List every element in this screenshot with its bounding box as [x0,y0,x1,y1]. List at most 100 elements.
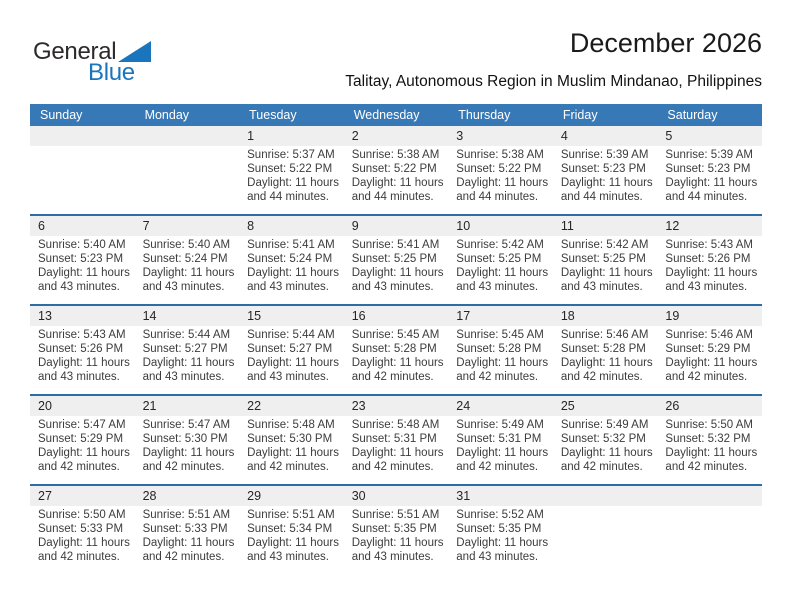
sunrise-text: Sunrise: 5:47 AM [142,419,231,431]
daylight-text: Daylight: 11 hours [351,357,444,369]
weekday-header-row: Sunday Monday Tuesday Wednesday Thursday Frid… [30,104,762,126]
daylight-text: Daylight: 11 hours [247,447,339,459]
daylight-text-cont: and 43 minutes. [247,551,329,563]
sunrise-text: Sunrise: 5:43 AM [665,239,753,251]
daylight-text-cont: and 42 minutes. [38,551,120,563]
sunrise-text: Sunrise: 5:46 AM [665,329,753,341]
page-header: General Blue December 2026 Talitay, Auto… [30,28,762,91]
sunset-text: Sunset: 5:25 PM [351,253,437,265]
daylight-text: Daylight: 11 hours [560,447,653,459]
weekday-header-tuesday: Tuesday [249,108,297,122]
day-number: 10 [456,219,471,233]
daylight-text-cont: and 42 minutes. [456,461,539,473]
day-number: 11 [560,219,574,233]
sunset-text: Sunset: 5:32 PM [665,433,751,445]
calendar-day-cell: Sunrise: 5:51 AM Sunset: 5:33 PM Daylight:… [135,506,240,574]
sunrise-text: Sunrise: 5:37 AM [247,149,335,161]
day-number: 5 [665,129,673,143]
sunset-text: Sunset: 5:25 PM [560,253,646,265]
sunrise-text: Sunrise: 5:39 AM [560,149,649,161]
day-number: 26 [665,399,680,413]
day-number: 16 [351,309,366,323]
day-number-stripe: 6 7 8 9 10 11 12 [30,216,762,236]
calendar-day-cell: Sunrise: 5:42 AM Sunset: 5:25 PM Daylight:… [448,236,553,304]
day-number-stripe: 20 21 22 23 24 25 26 [30,396,762,416]
calendar-day-cell: Sunrise: 5:50 AM Sunset: 5:32 PM Daylight:… [657,416,762,484]
daylight-text-cont: and 43 minutes. [247,281,329,293]
day-number: 12 [665,219,680,233]
day-number-stripe: 27 28 29 30 31 [30,486,762,506]
daylight-text: Daylight: 11 hours [142,267,235,279]
sunrise-text: Sunrise: 5:50 AM [665,419,753,431]
sunrise-text: Sunrise: 5:45 AM [456,329,544,341]
daylight-text: Daylight: 11 hours [142,447,235,459]
weekday-header-saturday: Saturday [667,108,718,122]
day-number: 18 [560,309,575,323]
sunset-text: Sunset: 5:32 PM [560,433,646,445]
sunset-text: Sunset: 5:24 PM [247,253,333,265]
day-number: 21 [142,399,157,413]
day-number: 2 [351,129,359,143]
daylight-text: Daylight: 11 hours [665,267,758,279]
calendar-day-cell: Sunrise: 5:43 AM Sunset: 5:26 PM Daylight:… [657,236,762,304]
day-number: 9 [351,219,359,233]
daylight-text: Daylight: 11 hours [665,357,758,369]
calendar-day-cell: Sunrise: 5:38 AM Sunset: 5:22 PM Daylight:… [448,146,553,214]
sunrise-text: Sunrise: 5:52 AM [456,509,544,521]
sunrise-text: Sunrise: 5:41 AM [351,239,440,251]
calendar-day-cell: Sunrise: 5:39 AM Sunset: 5:23 PM Daylight:… [553,146,658,214]
sunrise-text: Sunrise: 5:47 AM [38,419,126,431]
day-number: 6 [38,219,45,233]
weekday-header-monday: Monday [144,108,190,122]
calendar-day-cell: Sunrise: 5:47 AM Sunset: 5:30 PM Daylight:… [135,416,240,484]
calendar-day-cell: Sunrise: 5:49 AM Sunset: 5:31 PM Daylight:… [448,416,553,484]
daylight-text: Daylight: 11 hours [456,357,549,369]
calendar-day-cell: Sunrise: 5:51 AM Sunset: 5:34 PM Daylight:… [239,506,344,574]
calendar-day-cell: Sunrise: 5:40 AM Sunset: 5:23 PM Daylight:… [30,236,135,304]
daylight-text: Daylight: 11 hours [38,537,130,549]
day-number: 3 [456,129,464,143]
daylight-text-cont: and 43 minutes. [247,371,329,383]
day-number: 27 [38,489,52,503]
sunrise-text: Sunrise: 5:43 AM [38,329,126,341]
day-number: 4 [560,129,568,143]
logo-word-general: General [33,38,152,66]
calendar-day-cell: Sunrise: 5:42 AM Sunset: 5:25 PM Daylight:… [553,236,658,304]
sunset-text: Sunset: 5:31 PM [456,433,542,445]
calendar-table: Sunday Monday Tuesday Wednesday Thursday Frid… [30,104,762,574]
daylight-text-cont: and 43 minutes. [560,281,643,293]
sunset-text: Sunset: 5:28 PM [560,343,646,355]
daylight-text: Daylight: 11 hours [560,177,653,189]
day-number: 28 [142,489,157,503]
sunset-text: Sunset: 5:26 PM [38,343,124,355]
sunset-text: Sunset: 5:27 PM [247,343,333,355]
day-number: 17 [456,309,471,323]
sunset-text: Sunset: 5:35 PM [351,523,437,535]
daylight-text-cont: and 42 minutes. [560,371,643,383]
sunrise-text: Sunrise: 5:40 AM [38,239,126,251]
day-number-stripe: 1 2 3 4 5 [30,126,762,146]
sunrise-text: Sunrise: 5:44 AM [142,329,231,341]
daylight-text-cont: and 42 minutes. [142,461,225,473]
daylight-text-cont: and 42 minutes. [456,371,539,383]
sunset-text: Sunset: 5:28 PM [456,343,542,355]
sunset-text: Sunset: 5:29 PM [665,343,751,355]
sunrise-text: Sunrise: 5:49 AM [456,419,544,431]
sunrise-text: Sunrise: 5:42 AM [560,239,649,251]
weekday-header-wednesday: Wednesday [353,108,420,122]
weekday-header-friday: Friday [562,108,598,122]
calendar-day-cell: Sunrise: 5:48 AM Sunset: 5:31 PM Daylight:… [344,416,449,484]
calendar-day-cell: Sunrise: 5:46 AM Sunset: 5:29 PM Daylight:… [657,326,762,394]
daylight-text-cont: and 43 minutes. [665,281,748,293]
week-cells: Sunrise: 5:37 AM Sunset: 5:22 PM Daylight:… [30,146,762,214]
daylight-text: Daylight: 11 hours [247,267,339,279]
sunrise-text: Sunrise: 5:46 AM [560,329,649,341]
sunset-text: Sunset: 5:33 PM [142,523,228,535]
daylight-text-cont: and 44 minutes. [665,191,748,203]
daylight-text: Daylight: 11 hours [142,537,235,549]
daylight-text-cont: and 44 minutes. [456,191,539,203]
day-number: 24 [456,399,471,413]
day-number: 30 [351,489,366,503]
daylight-text: Daylight: 11 hours [351,177,444,189]
